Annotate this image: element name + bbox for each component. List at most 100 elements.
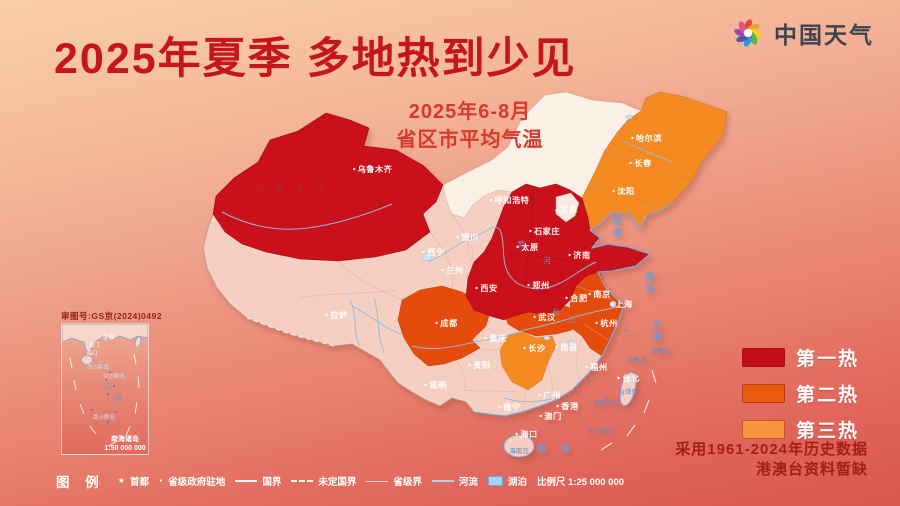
province-beijing-tianjin — [555, 192, 580, 223]
city-dot — [516, 245, 519, 249]
capital-star-icon: ★ — [554, 207, 560, 215]
thin-symbol — [366, 480, 389, 482]
heat-legend-swatch — [742, 420, 785, 439]
coastal-island-dots — [565, 329, 659, 404]
city-label: 西安 — [480, 283, 497, 293]
legend-bar-item-label: 首都 — [129, 477, 149, 488]
river-label: 木 — [296, 184, 304, 194]
provinces-central-cluster — [465, 183, 651, 321]
city-label: 福州 — [589, 362, 607, 372]
legend-bar-item: 未定国界 — [291, 474, 356, 488]
city-label: 成都 — [440, 318, 458, 328]
city-label: 乌鲁木齐 — [358, 164, 393, 174]
city-label: 济南 — [573, 250, 590, 260]
city-dot — [612, 189, 615, 193]
city-label: 昆明 — [429, 380, 446, 390]
logo-petal-shape — [734, 28, 747, 38]
island-label: 东沙群岛 — [588, 426, 614, 435]
line-symbol — [235, 480, 258, 482]
island-label: 钓鱼岛 — [627, 355, 647, 364]
city-dot — [424, 383, 427, 387]
source-note-line1: 采用1961-2024年历史数据 — [675, 440, 868, 458]
city-dot — [484, 336, 487, 340]
map-approval-number: 审图号:GS京(2024)0492 — [61, 311, 163, 321]
legend-bar-item: 省级界 — [366, 474, 422, 488]
heat-legend-row: 第一热 — [742, 344, 859, 371]
northeast-internal-boundaries — [587, 151, 691, 207]
legend-bar-item-label: 湖泊 — [507, 477, 527, 488]
city-label: 南宁 — [503, 402, 520, 412]
east-china-internal-boundaries — [575, 285, 613, 341]
city-label: 上海 — [615, 299, 633, 309]
logo-petal-shape — [747, 23, 760, 32]
city-label: 太原 — [520, 242, 538, 252]
city-dot — [422, 250, 425, 254]
logo-petal-shape — [736, 34, 749, 43]
inset-sea-char: 海 — [112, 391, 121, 402]
city-dot — [498, 405, 501, 409]
city-dot — [555, 345, 558, 349]
legend-bar-items: ★ 首都 · 省级政府驻地 国界 未定国界 省级界 河流 湖泊 比例尺 1:25 000 000 — [118, 474, 624, 488]
sea-label: 渤海 — [612, 215, 622, 239]
island-label: 赤尾屿 — [651, 346, 671, 355]
city-dot — [568, 253, 571, 257]
province-sichuan — [397, 285, 491, 367]
city-label: 南昌 — [560, 342, 577, 352]
dash-symbol — [291, 480, 314, 482]
logo-petal — [738, 21, 747, 34]
city-label: 贵阳 — [473, 360, 490, 370]
inset-island-dots — [91, 365, 121, 425]
island-label: 澎湖列岛 — [593, 398, 619, 407]
logo-petal-shape — [749, 28, 762, 38]
logo-petal-shape — [749, 32, 758, 45]
river-label: 里 — [275, 184, 283, 193]
legend-bar-item: · 省级政府驻地 — [158, 473, 226, 488]
logo-petal-shape — [743, 34, 753, 47]
central-internal-boundaries — [507, 186, 587, 289]
city-label: 拉萨 — [330, 310, 347, 320]
city-dot — [585, 365, 588, 369]
subtitle-line2: 省区市平均气温 — [396, 129, 544, 151]
undefined-boundary-dashes — [246, 317, 657, 451]
map-legend-bar: 图 例 ★ 首都 · 省级政府驻地 国界 未定国界 省级界 河流 湖泊 比例尺 1:25 000 … — [56, 471, 624, 491]
province-xinjiang — [212, 112, 444, 262]
city-label: 澳门 — [544, 411, 561, 421]
city-dot — [468, 363, 471, 367]
inset-label: 香港 — [102, 333, 114, 341]
city-dot — [610, 302, 613, 306]
inset-dash-line — [69, 353, 140, 447]
river-label: 黄 — [517, 239, 525, 249]
legend-bar-title: 图 例 — [56, 475, 105, 490]
coastline — [473, 202, 673, 417]
city-label: 沈阳 — [617, 186, 634, 196]
sea-label: 东海 — [652, 319, 662, 343]
city-label: 武汉 — [538, 312, 556, 322]
city-dot — [475, 286, 478, 290]
city-dot — [353, 167, 356, 171]
city-dot — [456, 235, 459, 239]
city-dot — [523, 346, 526, 350]
heat-legend-label: 第一热 — [796, 349, 860, 370]
heat-legend-row: 第二热 — [742, 380, 859, 407]
river-symbol — [431, 480, 454, 482]
river-label: 河 — [543, 256, 551, 265]
city-dot — [325, 313, 328, 317]
island-taiwan — [619, 371, 637, 407]
city-label: 广州 — [543, 390, 560, 400]
legend-bar-item: 国界 — [235, 474, 281, 488]
legend-bar-item: 河流 — [431, 474, 478, 488]
brand-name: 中国天气 — [774, 22, 874, 48]
inset-label: 海口 — [86, 349, 97, 357]
river-label: 河 — [317, 184, 325, 193]
city-label: 石家庄 — [533, 226, 560, 236]
legend-bar-item-label: 比例尺 1:25 000 000 — [536, 477, 625, 488]
city-dot — [588, 292, 591, 296]
city-dot — [515, 432, 518, 436]
map-subtitle: 2025年6-8月 省区市平均气温 — [370, 98, 570, 154]
logo-petal — [749, 28, 762, 38]
city-dot — [595, 321, 598, 325]
inset-sea-char: 南 — [103, 381, 112, 392]
